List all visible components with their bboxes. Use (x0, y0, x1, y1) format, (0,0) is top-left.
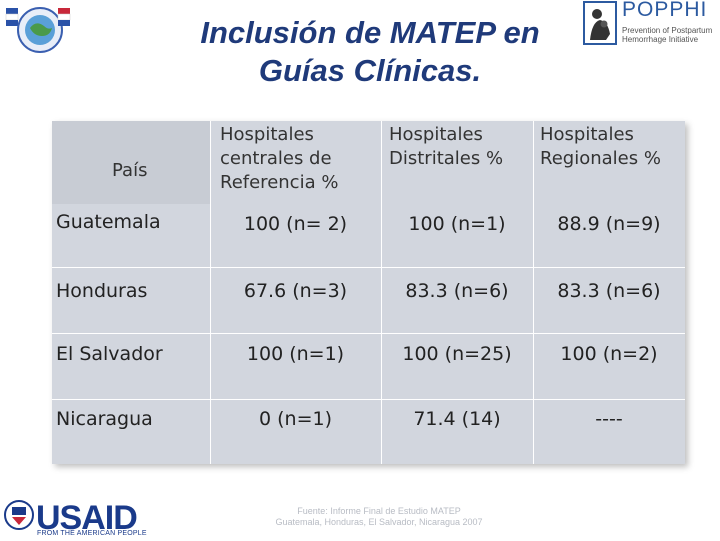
source-line: Guatemala, Honduras, El Salvador, Nicara… (275, 517, 483, 527)
header-line: Hospitales (389, 124, 483, 145)
title-line-1: Inclusión de MATEP en (200, 15, 540, 50)
popphi-wordmark: POPPHI (622, 0, 708, 21)
regional-cell: 100 (n=2) (560, 343, 658, 365)
popphi-tagline: Prevention of Postpartum Hemorrhage Init… (622, 26, 713, 44)
government-seal-logo (4, 2, 72, 64)
usaid-wordmark: USAID (36, 499, 138, 537)
usaid-seal-logo (4, 493, 34, 541)
header-line: centrales de (220, 148, 332, 169)
central-cell: 67.6 (n=3) (243, 280, 348, 302)
country-cell: El Salvador (56, 343, 163, 365)
header-pais: País (112, 160, 148, 181)
column-divider (381, 121, 382, 464)
source-note: Fuente: Informe Final de Estudio MATEP G… (254, 506, 504, 528)
header-line: Hospitales (220, 124, 314, 145)
distrital-cell: 100 (n=1) (408, 213, 506, 235)
mother-child-icon (583, 1, 617, 45)
country-cell: Nicaragua (56, 408, 153, 430)
popphi-logo: POPPHI Prevention of Postpartum Hemorrha… (582, 0, 712, 50)
header-line: Distritales % (389, 148, 504, 169)
regional-cell: ---- (595, 408, 623, 430)
country-cell: Honduras (56, 280, 148, 302)
header-pais-cell (52, 121, 210, 204)
header-line: Referencia % (220, 172, 339, 193)
header-hospitales-centrales: Hospitales centrales de Referencia % (220, 123, 338, 195)
header-hospitales-regionales: Hospitales Regionales % (540, 123, 661, 171)
central-cell: 100 (n= 2) (243, 213, 348, 235)
header-line: Hospitales (540, 124, 634, 145)
column-divider (210, 121, 211, 464)
central-cell: 0 (n=1) (258, 408, 332, 430)
distrital-cell: 71.4 (14) (413, 408, 501, 430)
regional-cell: 88.9 (n=9) (557, 213, 661, 235)
country-cell: Guatemala (56, 211, 161, 233)
column-divider (533, 121, 534, 464)
data-table: País Hospitales centrales de Referencia … (52, 121, 685, 464)
header-line: Regionales % (540, 148, 661, 169)
header-hospitales-distritales: Hospitales Distritales % (389, 123, 503, 171)
distrital-cell: 100 (n=25) (402, 343, 512, 365)
distrital-cell: 83.3 (n=6) (405, 280, 509, 302)
regional-cell: 83.3 (n=6) (557, 280, 661, 302)
row-divider (52, 267, 685, 268)
row-divider (52, 333, 685, 334)
slide-title: Inclusión de MATEP en Guías Clínicas. (150, 14, 590, 90)
source-line: Fuente: Informe Final de Estudio MATEP (297, 506, 461, 516)
row-divider (52, 399, 685, 400)
title-line-2: Guías Clínicas. (258, 53, 482, 88)
central-cell: 100 (n=1) (246, 343, 345, 365)
usaid-tagline: FROM THE AMERICAN PEOPLE (37, 530, 147, 537)
